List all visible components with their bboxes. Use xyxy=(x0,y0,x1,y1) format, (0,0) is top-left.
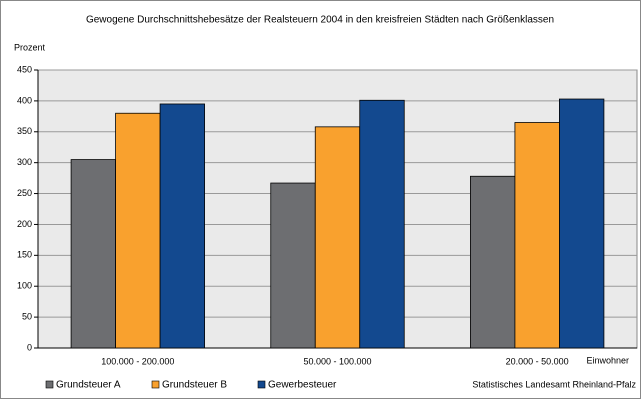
x-tick-label: 20.000 - 50.000 xyxy=(506,356,569,366)
bar xyxy=(270,182,316,349)
bar xyxy=(470,175,516,349)
bar xyxy=(115,112,161,349)
y-tick-label: 200 xyxy=(17,219,32,229)
legend-swatch xyxy=(45,380,54,389)
legend-swatch xyxy=(257,380,266,389)
bar xyxy=(159,103,205,349)
legend-swatch xyxy=(151,380,160,389)
legend-label: Grundsteuer A xyxy=(56,380,121,391)
x-tick-label: 50.000 - 100.000 xyxy=(303,356,371,366)
bar xyxy=(314,126,361,349)
legend-label: Grundsteuer B xyxy=(162,380,227,391)
y-tick-label: 50 xyxy=(22,311,32,321)
x-tick-label: 100.000 - 200.000 xyxy=(101,356,174,366)
y-tick-label: 300 xyxy=(17,157,32,167)
y-axis-label: Prozent xyxy=(14,42,46,52)
y-tick-label: 150 xyxy=(17,250,32,260)
legend-label: Gewerbesteuer xyxy=(268,380,337,391)
y-tick-label: 450 xyxy=(17,64,32,74)
bar xyxy=(559,98,605,349)
source-note: Statistisches Landesamt Rheinland-Pfalz xyxy=(472,379,636,389)
y-tick-label: 400 xyxy=(17,95,32,105)
bar xyxy=(514,122,560,349)
bar xyxy=(359,99,405,349)
y-tick-label: 0 xyxy=(27,342,32,352)
y-tick-label: 350 xyxy=(17,126,32,136)
chart-title: Gewogene Durchschnittshebesätze der Real… xyxy=(86,15,554,26)
y-tick-label: 250 xyxy=(17,188,32,198)
x-axis-label: Einwohner xyxy=(586,355,629,365)
y-tick-label: 100 xyxy=(17,281,32,291)
bar xyxy=(70,159,116,349)
